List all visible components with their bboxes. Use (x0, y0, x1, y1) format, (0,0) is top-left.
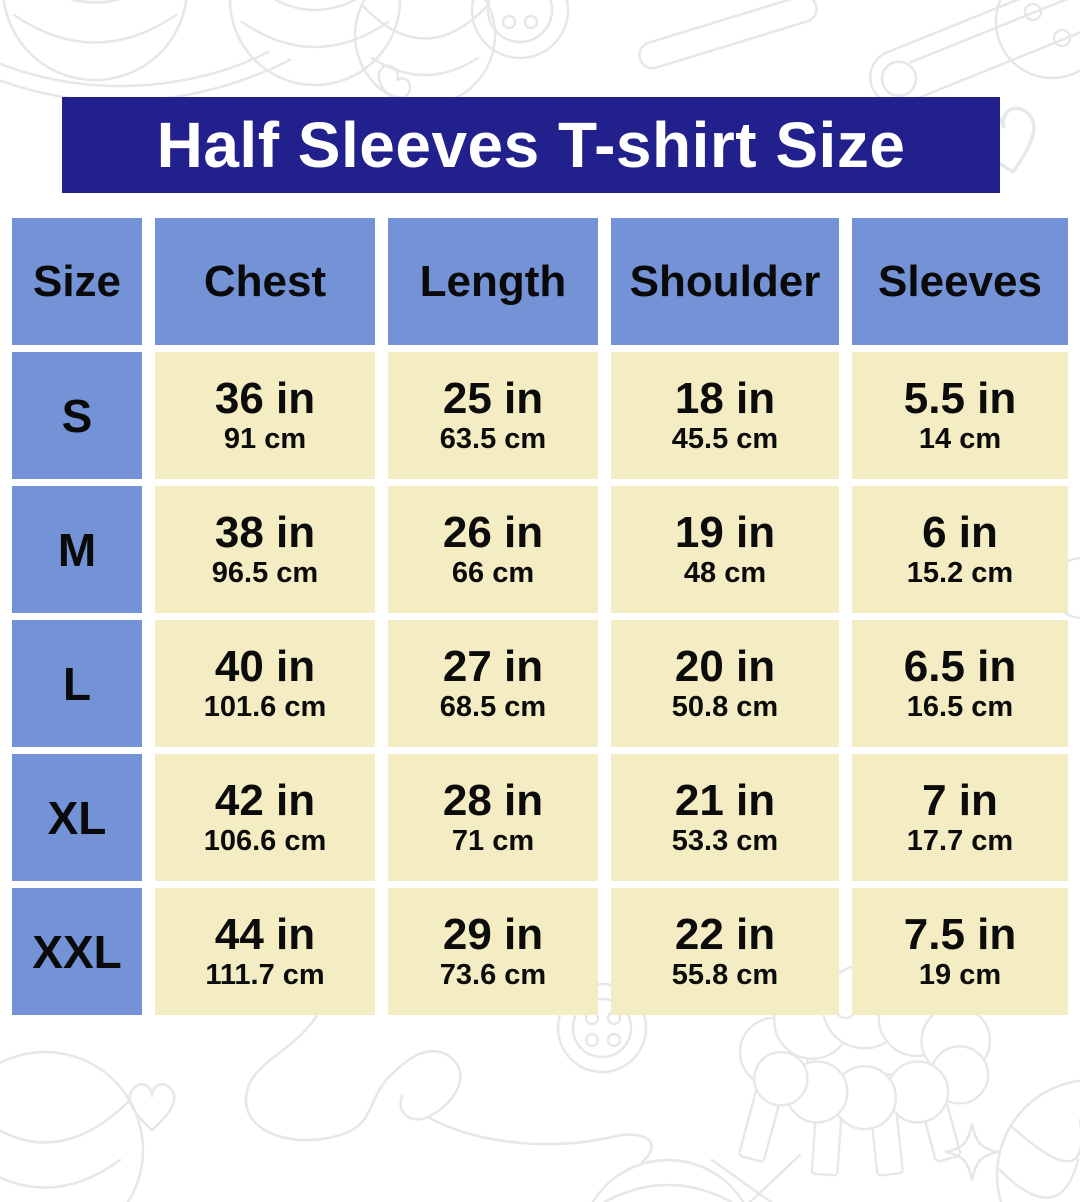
button-icon (556, 982, 648, 1074)
measurement-cell: 21 in 53.3 cm (611, 754, 839, 881)
value-cm: 53.3 cm (671, 825, 779, 858)
value-cm: 16.5 cm (906, 691, 1014, 724)
safety-pin-icon (869, 0, 1080, 106)
measurement-cell: 29 in 73.6 cm (388, 888, 598, 1015)
value-cm: 111.7 cm (205, 959, 325, 992)
measurement-cell: 7.5 in 19 cm (852, 888, 1068, 1015)
row-size-label-s: S (12, 352, 142, 479)
title-banner: Half Sleeves T-shirt Size (62, 97, 1000, 193)
needle-icon (710, 1153, 802, 1202)
column-header-chest: Chest (155, 218, 375, 345)
value-inches: 42 in (214, 776, 316, 826)
value-cm: 96.5 cm (211, 557, 319, 590)
value-cm: 50.8 cm (671, 691, 779, 724)
value-inches: 20 in (674, 642, 776, 692)
value-inches: 28 in (442, 776, 544, 826)
column-header-size: Size (12, 218, 142, 345)
column-header-shoulder: Shoulder (611, 218, 839, 345)
row-size-label-l: L (12, 620, 142, 747)
value-inches: 18 in (674, 374, 776, 424)
page-title: Half Sleeves T-shirt Size (156, 109, 906, 181)
value-cm: 66 cm (451, 557, 535, 590)
needle-icon (638, 0, 818, 70)
measurement-cell: 40 in 101.6 cm (155, 620, 375, 747)
value-cm: 48 cm (683, 557, 767, 590)
column-header-sleeves: Sleeves (852, 218, 1068, 345)
measurement-cell: 18 in 45.5 cm (611, 352, 839, 479)
value-inches: 6 in (922, 508, 998, 558)
value-inches: 19 in (674, 508, 776, 558)
value-inches: 25 in (442, 374, 544, 424)
value-cm: 63.5 cm (439, 423, 547, 456)
value-cm: 68.5 cm (439, 691, 547, 724)
measurement-cell: 7 in 17.7 cm (852, 754, 1068, 881)
measurement-cell: 25 in 63.5 cm (388, 352, 598, 479)
value-cm: 17.7 cm (906, 825, 1014, 858)
value-inches: 40 in (214, 642, 316, 692)
value-inches: 26 in (442, 508, 544, 558)
measurement-cell: 27 in 68.5 cm (388, 620, 598, 747)
sparkle-icon (944, 1122, 1000, 1182)
value-cm: 71 cm (451, 825, 535, 858)
value-cm: 15.2 cm (906, 557, 1014, 590)
yarn-ball-icon (591, 1158, 745, 1202)
yarn-ball-icon (0, 1050, 145, 1202)
button-icon (994, 0, 1080, 80)
value-inches: 38 in (214, 508, 316, 558)
measurement-cell: 6.5 in 16.5 cm (852, 620, 1068, 747)
row-size-label-m: M (12, 486, 142, 613)
yarn-ball-icon (228, 0, 497, 107)
measurement-cell: 6 in 15.2 cm (852, 486, 1068, 613)
value-inches: 44 in (214, 910, 316, 960)
value-inches: 21 in (674, 776, 776, 826)
measurement-cell: 28 in 71 cm (388, 754, 598, 881)
measurement-cell: 42 in 106.6 cm (155, 754, 375, 881)
value-inches: 6.5 in (903, 642, 1017, 692)
button-icon (470, 0, 570, 60)
value-inches: 36 in (214, 374, 316, 424)
measurement-cell: 38 in 96.5 cm (155, 486, 375, 613)
value-cm: 45.5 cm (671, 423, 779, 456)
value-cm: 73.6 cm (439, 959, 547, 992)
value-inches: 7 in (922, 776, 998, 826)
yarn-ball-icon (995, 1079, 1080, 1202)
value-inches: 29 in (442, 910, 544, 960)
value-cm: 106.6 cm (203, 825, 327, 858)
value-cm: 14 cm (918, 423, 1002, 456)
measurement-cell: 22 in 55.8 cm (611, 888, 839, 1015)
measurement-cell: 36 in 91 cm (155, 352, 375, 479)
value-cm: 91 cm (223, 423, 307, 456)
measurement-cell: 20 in 50.8 cm (611, 620, 839, 747)
heart-icon (128, 1083, 176, 1132)
value-inches: 27 in (442, 642, 544, 692)
column-header-length: Length (388, 218, 598, 345)
value-inches: 5.5 in (903, 374, 1017, 424)
value-cm: 55.8 cm (671, 959, 779, 992)
value-inches: 22 in (674, 910, 776, 960)
thread-icon (244, 1012, 653, 1164)
measurement-cell: 5.5 in 14 cm (852, 352, 1068, 479)
row-size-label-xl: XL (12, 754, 142, 881)
value-cm: 19 cm (918, 959, 1002, 992)
size-table: Size Chest Length Shoulder Sleeves S 36 … (12, 218, 1068, 1015)
value-cm: 101.6 cm (203, 691, 327, 724)
measurement-cell: 19 in 48 cm (611, 486, 839, 613)
measurement-cell: 44 in 111.7 cm (155, 888, 375, 1015)
measurement-cell: 26 in 66 cm (388, 486, 598, 613)
value-inches: 7.5 in (903, 910, 1017, 960)
row-size-label-xxl: XXL (12, 888, 142, 1015)
